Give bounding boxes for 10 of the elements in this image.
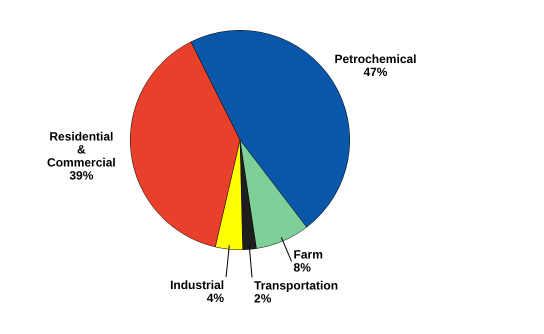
data-label: 4% xyxy=(206,290,224,305)
slice-label: Residential & Commercial xyxy=(47,129,116,170)
data-label: 2% xyxy=(254,291,272,306)
slice-label: Petrochemical xyxy=(334,52,416,66)
slice-label: Farm xyxy=(294,247,323,262)
data-label: 39% xyxy=(69,168,94,182)
slice-label: Industrial xyxy=(170,278,224,292)
data-label: 8% xyxy=(294,260,312,274)
slice-label: Transportation xyxy=(254,278,338,292)
data-label: 47% xyxy=(363,64,388,79)
